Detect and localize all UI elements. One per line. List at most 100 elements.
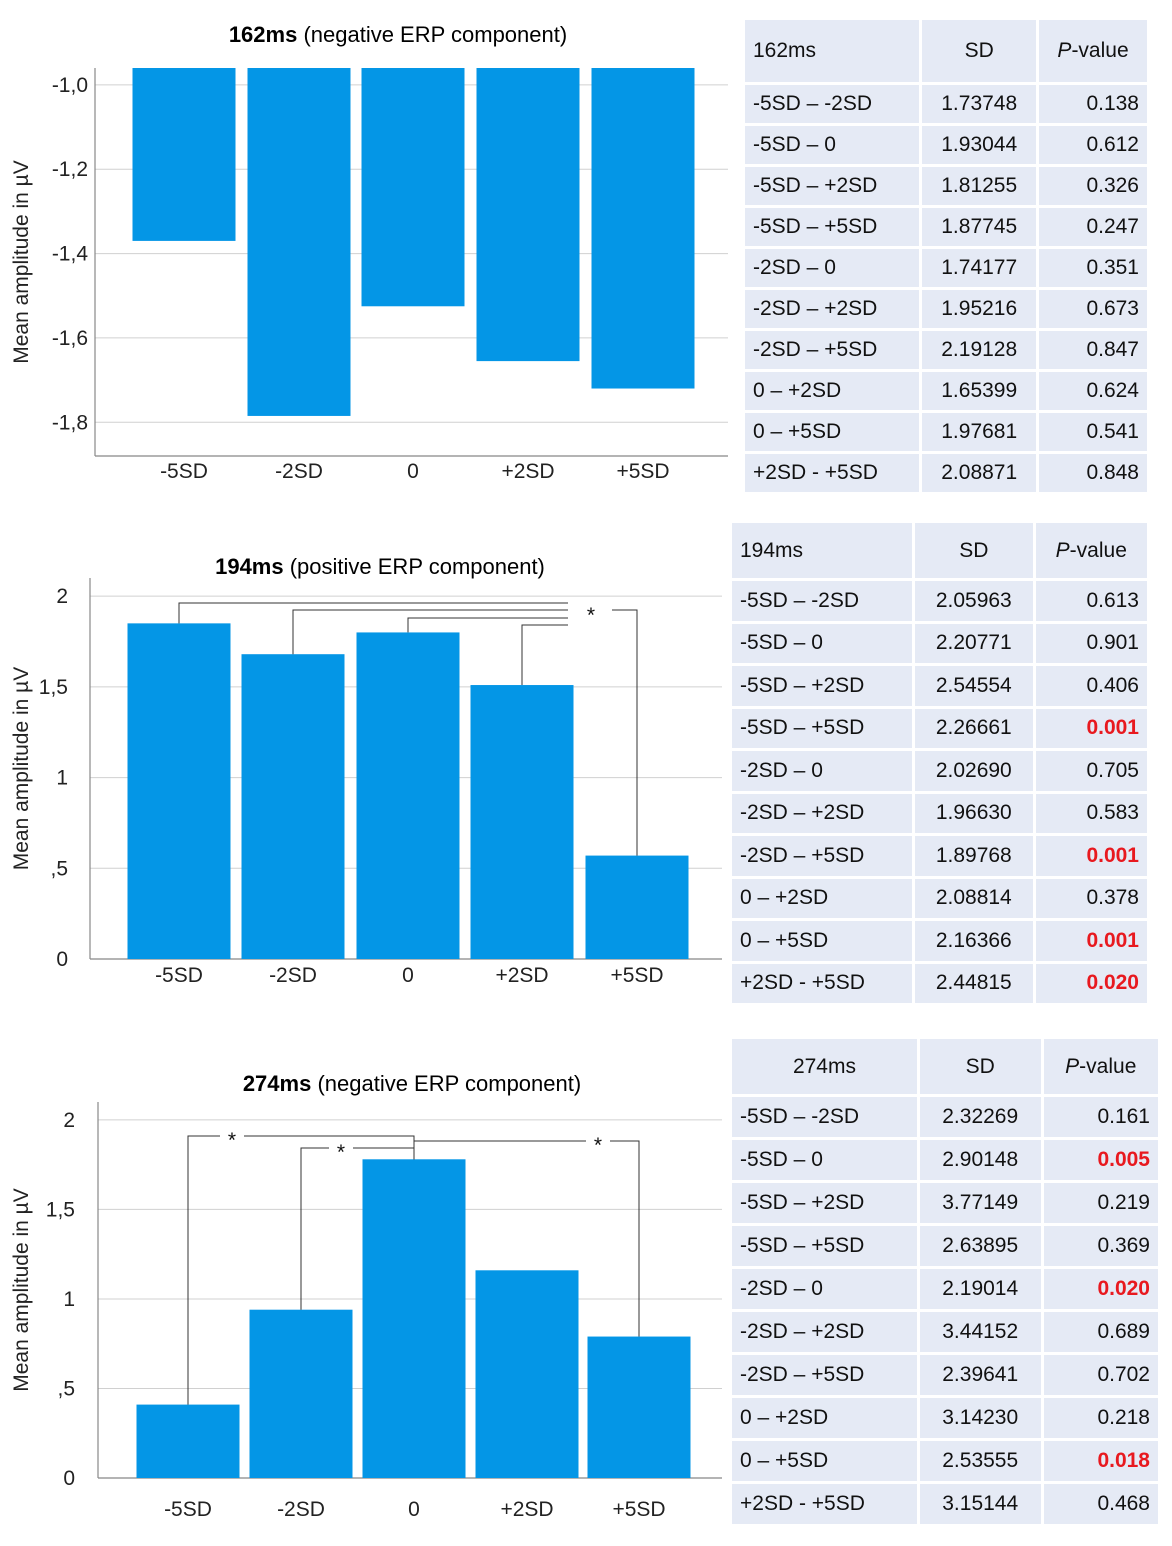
table-row: +2SD - +5SD 2.44815 0.020 — [732, 963, 1147, 1003]
sd-value: 2.02690 — [915, 751, 1033, 791]
significance-bracket — [612, 609, 638, 856]
significance-bracket — [521, 624, 568, 686]
y-tick-label: -1,0 — [52, 74, 88, 97]
x-tick-label: 0 — [402, 964, 414, 987]
sd-value: 2.44815 — [915, 963, 1033, 1003]
x-tick-label: -5SD — [164, 1498, 212, 1521]
condition-pair: -5SD – 0 — [732, 623, 913, 663]
significance-bracket — [292, 609, 568, 655]
chart-title-bold: 274ms — [243, 1071, 312, 1096]
sd-value: 3.77149 — [919, 1183, 1041, 1223]
y-axis-label: Mean amplitude in µV — [10, 667, 33, 871]
sd-value: 1.65399 — [922, 372, 1037, 410]
condition-pair: 0 – +2SD — [732, 1398, 917, 1438]
condition-pair: -5SD – +5SD — [732, 708, 913, 748]
table-row: -5SD – -2SD 2.05963 0.613 — [732, 581, 1147, 621]
table-row: -2SD – +2SD 1.96630 0.583 — [732, 793, 1147, 833]
sd-value: 1.81255 — [922, 167, 1037, 205]
pvalue-italic-p: P — [1057, 39, 1072, 62]
sd-value: 3.44152 — [919, 1312, 1041, 1352]
condition-pair: -5SD – +2SD — [732, 666, 913, 706]
significance-bracket — [178, 602, 568, 624]
table-row: 0 – +2SD 3.14230 0.218 — [732, 1398, 1158, 1438]
table-row: 0 – +5SD 2.53555 0.018 — [732, 1441, 1158, 1481]
p-value: 0.468 — [1043, 1484, 1158, 1524]
condition-pair: -5SD – -2SD — [732, 1097, 917, 1137]
x-tick-label: +5SD — [612, 1498, 665, 1521]
condition-pair: -2SD – +2SD — [732, 1312, 917, 1352]
x-tick-label: 0 — [408, 1498, 420, 1521]
p-value: 0.847 — [1039, 331, 1147, 369]
condition-pair: +2SD - +5SD — [732, 963, 913, 1003]
bar-+5SD — [587, 1336, 691, 1478]
y-axis-label: Mean amplitude in µV — [10, 160, 33, 364]
bar--2SD — [247, 68, 351, 416]
table-row: -2SD – +5SD 1.89768 0.001 — [732, 836, 1147, 876]
chart-title: 162ms (negative ERP component) — [229, 22, 567, 47]
bar-+2SD — [475, 1270, 579, 1478]
p-value: 0.702 — [1043, 1355, 1158, 1395]
table-row: +2SD - +5SD 2.08871 0.848 — [745, 454, 1147, 492]
sd-value: 3.15144 — [919, 1484, 1041, 1524]
condition-pair: -5SD – +2SD — [732, 1183, 917, 1223]
sd-value: 2.32269 — [919, 1097, 1041, 1137]
condition-pair: 0 – +2SD — [745, 372, 920, 410]
y-tick-label: 2 — [56, 585, 68, 608]
significance-bracket — [353, 1147, 415, 1160]
condition-pair: -2SD – 0 — [745, 249, 920, 287]
significance-bracket — [187, 1135, 220, 1405]
p-value: 0.901 — [1035, 623, 1147, 663]
sd-value: 2.19014 — [919, 1269, 1041, 1309]
stats-table-274ms: 274ms SD P-value -5SD – -2SD 2.32269 0.161 -5S… — [729, 1036, 1161, 1527]
y-tick-label: 1,5 — [39, 676, 68, 699]
condition-pair: -2SD – +5SD — [732, 1355, 917, 1395]
x-tick-label: -5SD — [155, 964, 203, 987]
table-header-timepoint: 194ms — [732, 523, 913, 578]
x-tick-label: 0 — [407, 460, 419, 483]
p-value: 0.161 — [1043, 1097, 1158, 1137]
significance-star: * — [337, 1141, 345, 1164]
bar-chart-162ms: 162ms (negative ERP component) -1,0 -1,2 -1… — [10, 22, 728, 483]
y-axis-label: Mean amplitude in µV — [10, 1188, 33, 1392]
pvalue-italic-p: P — [1065, 1054, 1080, 1078]
pvalue-italic-p: P — [1055, 538, 1070, 562]
p-value: 0.247 — [1039, 208, 1147, 246]
condition-pair: -2SD – +2SD — [745, 290, 920, 328]
table-row: -5SD – +2SD 2.54554 0.406 — [732, 666, 1147, 706]
sd-value: 1.87745 — [922, 208, 1037, 246]
table-row: -2SD – 0 2.19014 0.020 — [732, 1269, 1158, 1309]
p-value: 0.351 — [1039, 249, 1147, 287]
x-tick-label: -2SD — [275, 460, 323, 483]
x-tick-label: +2SD — [501, 460, 554, 483]
p-value: 0.848 — [1039, 454, 1147, 492]
condition-pair: -5SD – +5SD — [745, 208, 920, 246]
table-header-timepoint: 162ms — [745, 20, 920, 82]
chart-title: 194ms (positive ERP component) — [215, 554, 545, 579]
x-tick-label: -2SD — [277, 1498, 325, 1521]
p-value: 0.541 — [1039, 413, 1147, 451]
bar-+5SD — [585, 855, 689, 959]
p-value: 0.326 — [1039, 167, 1147, 205]
significance-star: * — [228, 1129, 236, 1152]
condition-pair: 0 – +5SD — [732, 1441, 917, 1481]
sd-value: 1.93044 — [922, 126, 1037, 164]
p-value: 0.406 — [1035, 666, 1147, 706]
stats-table-194ms: 194ms SD P-value -5SD – -2SD 2.05963 0.613 -5S… — [729, 520, 1150, 1006]
p-value-significant: 0.020 — [1035, 963, 1147, 1003]
sd-value: 1.97681 — [922, 413, 1037, 451]
bar--5SD — [136, 1404, 240, 1478]
p-value: 0.219 — [1043, 1183, 1158, 1223]
significance-bracket — [610, 1140, 640, 1337]
condition-pair: -5SD – 0 — [745, 126, 920, 164]
y-tick-label: -1,8 — [52, 411, 88, 434]
significance-star: * — [587, 604, 595, 627]
x-tick-label: -5SD — [160, 460, 208, 483]
p-value: 0.138 — [1039, 85, 1147, 123]
sd-value: 1.95216 — [922, 290, 1037, 328]
condition-pair: 0 – +2SD — [732, 878, 913, 918]
p-value: 0.613 — [1035, 581, 1147, 621]
y-tick-label: 0 — [63, 1467, 75, 1490]
table-row: 0 – +2SD 1.65399 0.624 — [745, 372, 1147, 410]
x-tick-label: +2SD — [495, 964, 548, 987]
table-row: -5SD – 0 1.93044 0.612 — [745, 126, 1147, 164]
